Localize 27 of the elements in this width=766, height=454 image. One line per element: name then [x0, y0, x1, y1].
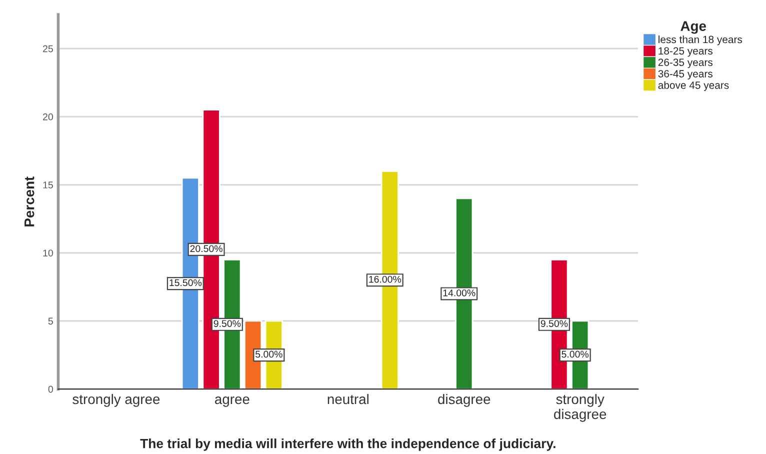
y-axis-title: Percent — [24, 176, 34, 226]
data-label: 20.50% — [190, 245, 222, 252]
x-tick-label: neutral — [328, 394, 368, 404]
data-label: 14.00% — [443, 289, 476, 296]
data-label: 16.00% — [369, 276, 402, 283]
legend-label: 36-45 years — [658, 70, 712, 80]
y-tick-label: 25 — [43, 45, 53, 52]
y-tick-label: 20 — [43, 113, 53, 120]
data-label: 5.00% — [562, 350, 589, 358]
x-tick-label: strongly agree — [72, 394, 160, 407]
x-tick-label: disagree — [438, 394, 490, 407]
legend-label: less than 18 years — [658, 36, 742, 46]
y-tick-label: 5 — [48, 318, 53, 325]
y-tick-label: 10 — [43, 250, 53, 256]
y-tick-label: 15 — [43, 182, 53, 188]
legend-label: 18-25 years — [658, 47, 712, 57]
legend-title: Age — [680, 21, 706, 34]
legend-label: 26-35 years — [658, 58, 712, 68]
data-label: 9.50% — [214, 320, 241, 327]
data-label: 5.00% — [256, 350, 282, 358]
x-axis-title: The trial by media will interfere with the independence of judiciary. — [140, 438, 556, 451]
legend-label: above 45 years — [658, 81, 729, 91]
data-label: 9.50% — [540, 320, 568, 327]
y-tick-label: 0 — [48, 386, 53, 393]
data-label: 15.50% — [170, 279, 202, 286]
x-tick-label: strongly disagree — [554, 394, 606, 422]
x-tick-label: agree — [215, 396, 250, 407]
